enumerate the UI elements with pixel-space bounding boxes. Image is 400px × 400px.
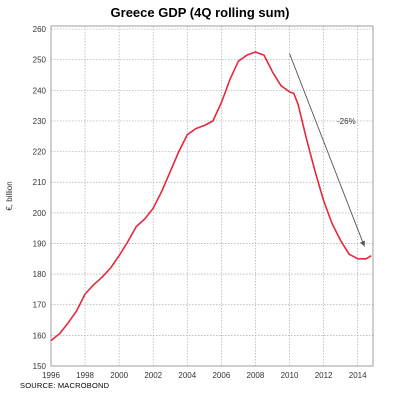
y-tick-label: 240 [33, 86, 47, 95]
chart-title: Greece GDP (4Q rolling sum) [110, 5, 290, 20]
x-tick-label: 2006 [212, 371, 230, 380]
y-tick-label: 190 [33, 239, 47, 248]
x-tick-label: 2002 [144, 371, 162, 380]
y-tick-label: 230 [33, 117, 47, 126]
annotations: -26% [289, 53, 366, 247]
annotation-arrow [289, 53, 366, 247]
y-tick-label: 200 [33, 209, 47, 218]
y-tick-label: 160 [33, 331, 47, 340]
y-tick-label: 250 [33, 56, 47, 65]
plot-frame [50, 25, 374, 367]
axes: 150 160 170 180 190 200 210 220 230 240 250 260 1996… [33, 25, 374, 380]
y-tick-label: 260 [33, 25, 47, 34]
grid [51, 26, 373, 366]
y-tick-label: 150 [33, 362, 47, 371]
series-line [50, 51, 372, 342]
y-axis-label: €, billion [5, 181, 14, 210]
y-tick-label: 210 [33, 178, 47, 187]
y-tick-label: 220 [33, 148, 47, 157]
annotation-label: -26% [337, 117, 356, 126]
x-tick-label: 2004 [178, 371, 196, 380]
y-tick-label: 170 [33, 301, 47, 310]
x-tick-label: 2012 [315, 371, 333, 380]
x-tick-label: 2014 [349, 371, 367, 380]
x-tick-label: 2000 [110, 371, 128, 380]
x-tick-label: 2008 [247, 371, 265, 380]
x-tick-label: 2010 [281, 371, 299, 380]
source-note: SOURCE: MACROBOND [20, 381, 110, 390]
series [50, 51, 372, 342]
x-tick-label: 1996 [42, 371, 60, 380]
y-tick-label: 180 [33, 270, 47, 279]
x-tick-label: 1998 [76, 371, 94, 380]
